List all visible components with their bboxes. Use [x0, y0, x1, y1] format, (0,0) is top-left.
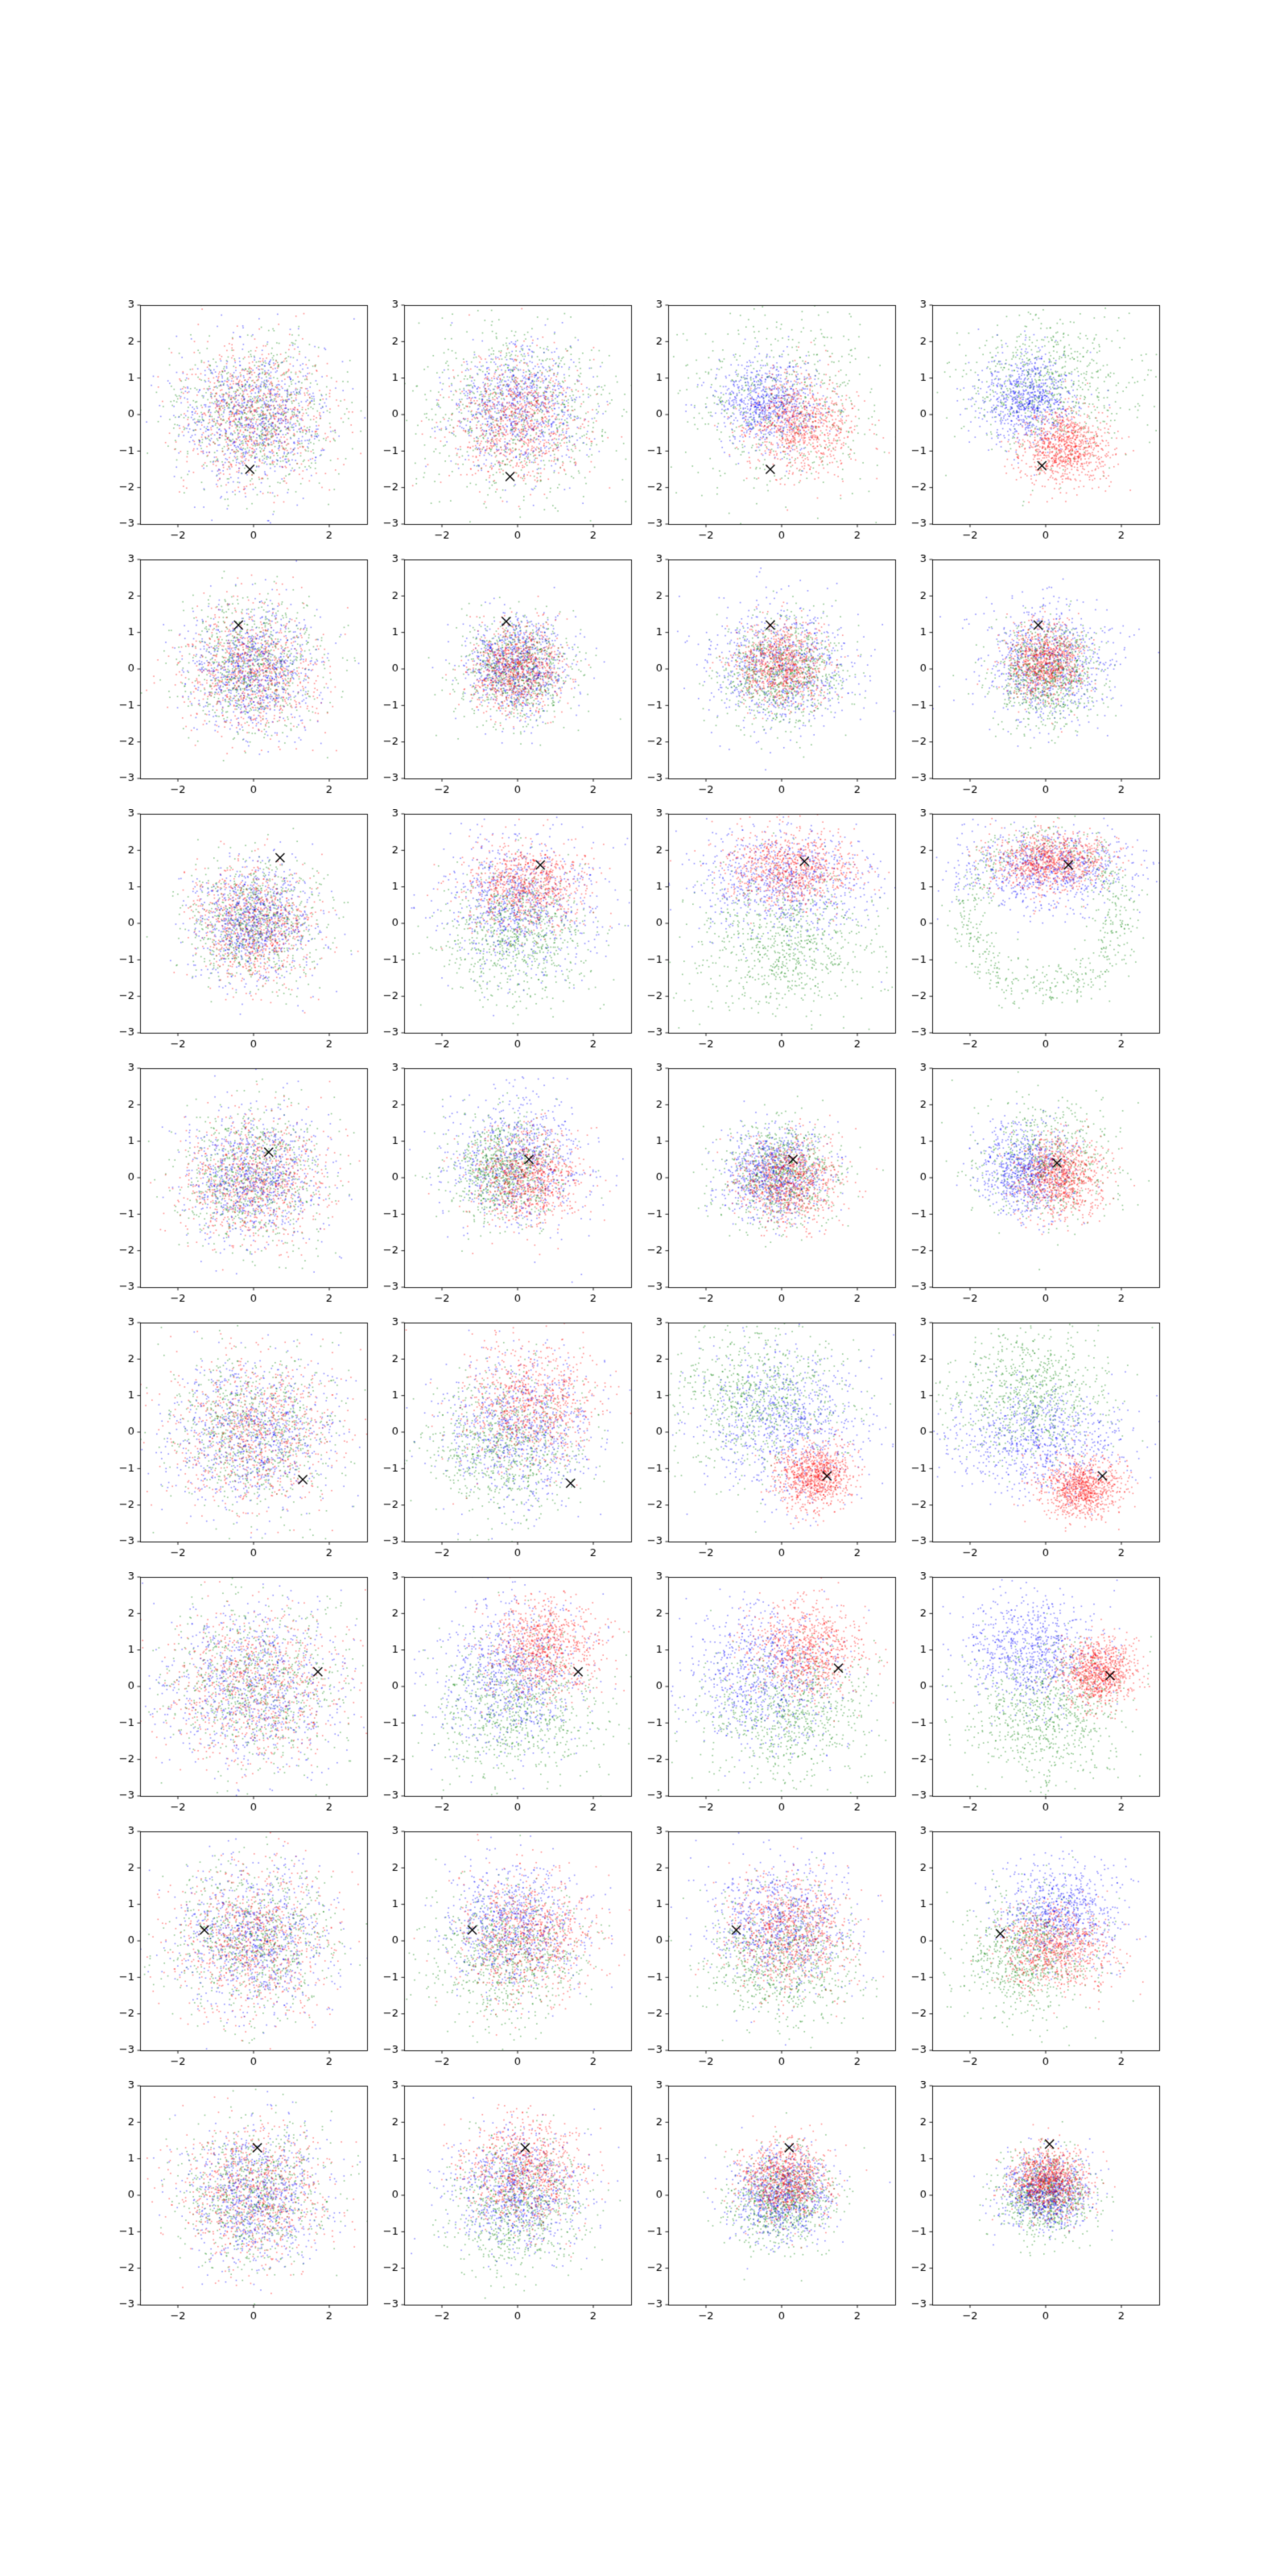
scatter-canvas-r2c1 [108, 555, 372, 809]
scatter-canvas-r1c4 [900, 300, 1164, 555]
scatter-canvas-r5c4 [900, 1318, 1164, 1572]
scatter-grid [108, 300, 1164, 2335]
scatter-canvas-r6c2 [372, 1572, 636, 1827]
scatter-canvas-r5c3 [636, 1318, 900, 1572]
subplot-r6c3 [636, 1572, 900, 1827]
scatter-canvas-r3c3 [636, 809, 900, 1063]
scatter-canvas-r6c4 [900, 1572, 1164, 1827]
scatter-canvas-r4c3 [636, 1063, 900, 1318]
subplot-r5c1 [108, 1318, 372, 1572]
subplot-r5c4 [900, 1318, 1164, 1572]
scatter-canvas-r3c1 [108, 809, 372, 1063]
scatter-canvas-r7c3 [636, 1827, 900, 2081]
scatter-canvas-r1c3 [636, 300, 900, 555]
subplot-r6c1 [108, 1572, 372, 1827]
subplot-r1c3 [636, 300, 900, 555]
subplot-r8c4 [900, 2081, 1164, 2335]
scatter-canvas-r8c4 [900, 2081, 1164, 2335]
subplot-r3c3 [636, 809, 900, 1063]
scatter-canvas-r6c1 [108, 1572, 372, 1827]
subplot-r2c3 [636, 555, 900, 809]
scatter-canvas-r3c2 [372, 809, 636, 1063]
subplot-r6c2 [372, 1572, 636, 1827]
subplot-r1c2 [372, 300, 636, 555]
scatter-canvas-r2c3 [636, 555, 900, 809]
subplot-r5c3 [636, 1318, 900, 1572]
subplot-r2c4 [900, 555, 1164, 809]
scatter-canvas-r7c2 [372, 1827, 636, 2081]
scatter-canvas-r7c4 [900, 1827, 1164, 2081]
subplot-r8c2 [372, 2081, 636, 2335]
subplot-r7c1 [108, 1827, 372, 2081]
subplot-r4c2 [372, 1063, 636, 1318]
scatter-canvas-r7c1 [108, 1827, 372, 2081]
scatter-canvas-r5c1 [108, 1318, 372, 1572]
subplot-r8c3 [636, 2081, 900, 2335]
subplot-r7c2 [372, 1827, 636, 2081]
scatter-canvas-r4c4 [900, 1063, 1164, 1318]
subplot-r3c4 [900, 809, 1164, 1063]
scatter-canvas-r5c2 [372, 1318, 636, 1572]
subplot-r2c1 [108, 555, 372, 809]
subplot-r3c1 [108, 809, 372, 1063]
scatter-canvas-r2c4 [900, 555, 1164, 809]
subplot-r4c1 [108, 1063, 372, 1318]
scatter-canvas-r1c1 [108, 300, 372, 555]
scatter-canvas-r2c2 [372, 555, 636, 809]
subplot-r5c2 [372, 1318, 636, 1572]
subplot-r1c1 [108, 300, 372, 555]
subplot-r4c4 [900, 1063, 1164, 1318]
scatter-canvas-r3c4 [900, 809, 1164, 1063]
scatter-canvas-r8c2 [372, 2081, 636, 2335]
subplot-r2c2 [372, 555, 636, 809]
subplot-r7c4 [900, 1827, 1164, 2081]
subplot-r6c4 [900, 1572, 1164, 1827]
subplot-r7c3 [636, 1827, 900, 2081]
subplot-r1c4 [900, 300, 1164, 555]
subplot-r3c2 [372, 809, 636, 1063]
scatter-canvas-r1c2 [372, 300, 636, 555]
scatter-canvas-r8c3 [636, 2081, 900, 2335]
scatter-canvas-r4c2 [372, 1063, 636, 1318]
scatter-canvas-r4c1 [108, 1063, 372, 1318]
subplot-r8c1 [108, 2081, 372, 2335]
scatter-canvas-r8c1 [108, 2081, 372, 2335]
subplot-r4c3 [636, 1063, 900, 1318]
scatter-canvas-r6c3 [636, 1572, 900, 1827]
